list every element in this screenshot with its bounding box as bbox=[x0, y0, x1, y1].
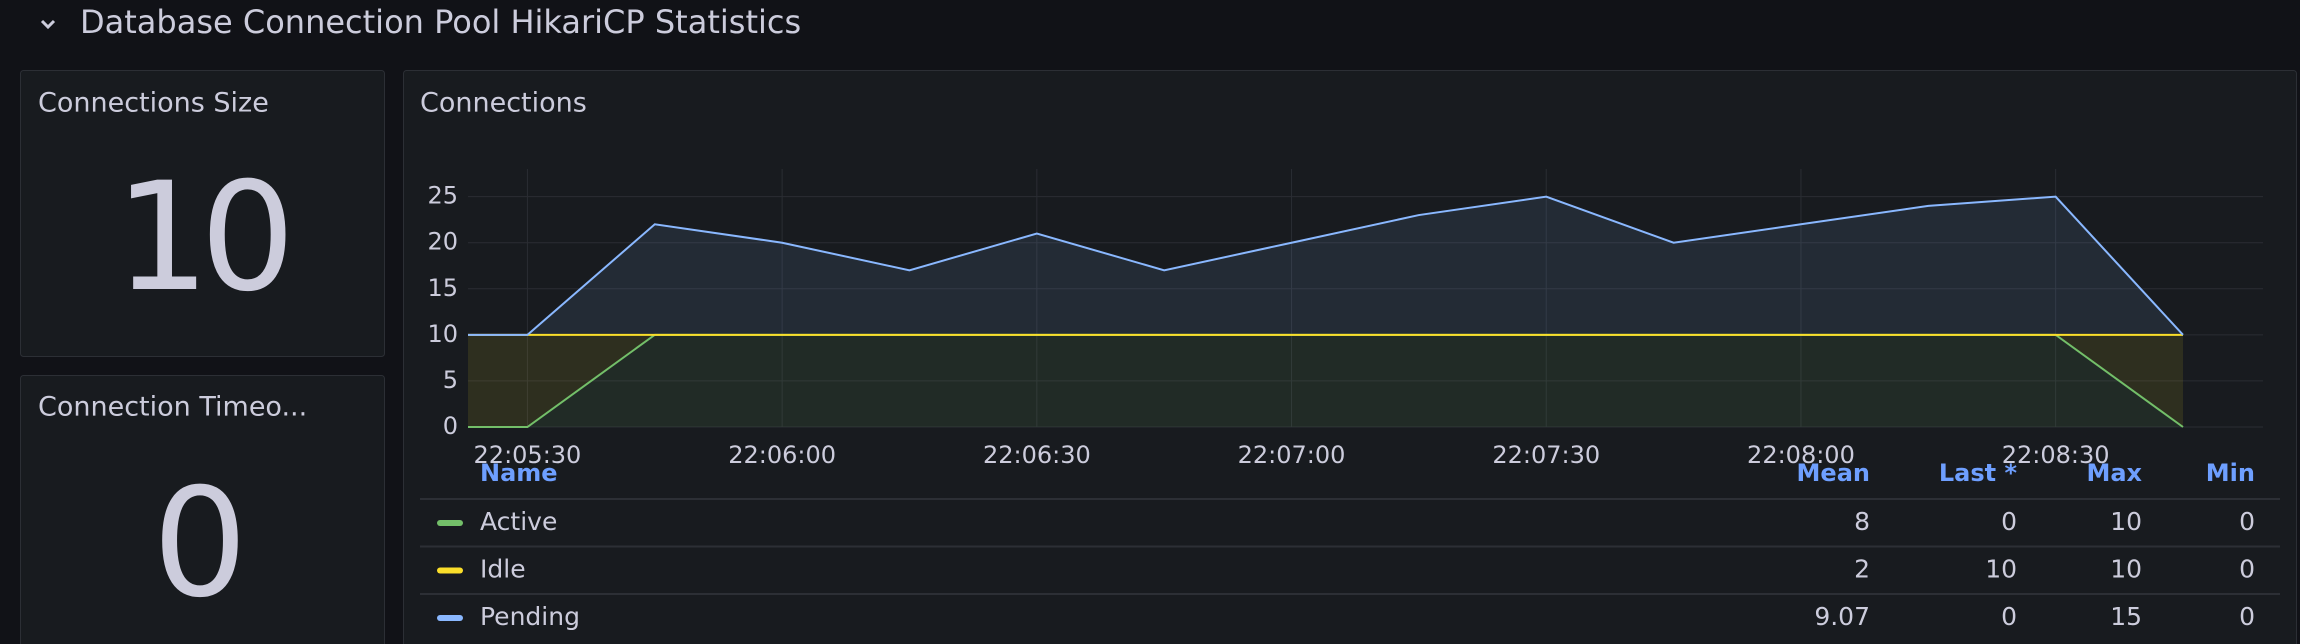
y-tick-label: 20 bbox=[427, 228, 458, 256]
area-fill bbox=[468, 334, 2183, 427]
stat-value: 10 bbox=[115, 151, 286, 325]
plot: 0 5 10 15 20 25 22:05:30 22:06:00 22:06:30 22:07:… bbox=[427, 169, 2263, 469]
legend-column-header: Min bbox=[2206, 459, 2255, 487]
x-tick-label: 22:08:30 bbox=[2002, 441, 2110, 469]
x-tick-label: 22:07:00 bbox=[1238, 441, 1346, 469]
stat-panel bbox=[20, 375, 385, 644]
legend-value: 2 bbox=[1854, 555, 1870, 584]
series-line bbox=[468, 195, 2184, 336]
legend-value: 0 bbox=[2001, 507, 2017, 536]
stat-panel bbox=[20, 70, 385, 357]
panel-title: Connection Timeo... bbox=[38, 392, 307, 423]
legend-name[interactable]: Idle bbox=[480, 555, 526, 584]
y-tick-label: 15 bbox=[427, 274, 458, 302]
legend-value: 0 bbox=[2001, 602, 2017, 631]
x-tick-label: 22:05:30 bbox=[474, 441, 582, 469]
legend-value: 0 bbox=[2239, 602, 2255, 631]
legend-value: 10 bbox=[2110, 555, 2142, 584]
collapse-chevron[interactable] bbox=[40, 19, 56, 30]
legend-table: Name Mean Last * Max Min Active 8 0 10 0 Idle 2 10 10… bbox=[420, 442, 2280, 631]
legend-column-header: Last * bbox=[1939, 459, 2018, 487]
legend-name[interactable]: Active bbox=[480, 507, 557, 536]
legend-value: 0 bbox=[2239, 507, 2255, 536]
x-tick-label: 22:06:00 bbox=[728, 441, 836, 469]
legend-value: 10 bbox=[1985, 555, 2017, 584]
panel-title: Connections Size bbox=[38, 88, 269, 119]
legend-column-header: Max bbox=[2086, 459, 2142, 487]
legend-value: 8 bbox=[1854, 507, 1870, 536]
row-title[interactable]: Database Connection Pool HikariCP Statis… bbox=[80, 3, 801, 41]
legend-value: 0 bbox=[2239, 555, 2255, 584]
x-tick-label: 22:08:00 bbox=[1747, 441, 1855, 469]
legend-value: 10 bbox=[2110, 507, 2142, 536]
y-tick-label: 10 bbox=[427, 320, 458, 348]
legend-column-header: Mean bbox=[1797, 459, 1870, 487]
stat-value: 0 bbox=[152, 457, 247, 631]
chart-panel bbox=[403, 70, 2297, 644]
legend-column-header: Name bbox=[480, 459, 558, 487]
legend-name[interactable]: Pending bbox=[480, 602, 580, 631]
y-tick-label: 0 bbox=[443, 412, 458, 440]
x-tick-label: 22:06:30 bbox=[983, 441, 1091, 469]
header-cover bbox=[420, 442, 2280, 462]
area-fill bbox=[468, 334, 2183, 427]
y-tick-label: 5 bbox=[443, 366, 458, 394]
panel-title: Connections bbox=[420, 88, 587, 119]
legend-value: 9.07 bbox=[1814, 602, 1870, 631]
y-tick-label: 25 bbox=[427, 182, 458, 210]
x-tick-label: 22:07:30 bbox=[1492, 441, 1600, 469]
legend-value: 15 bbox=[2110, 602, 2142, 631]
